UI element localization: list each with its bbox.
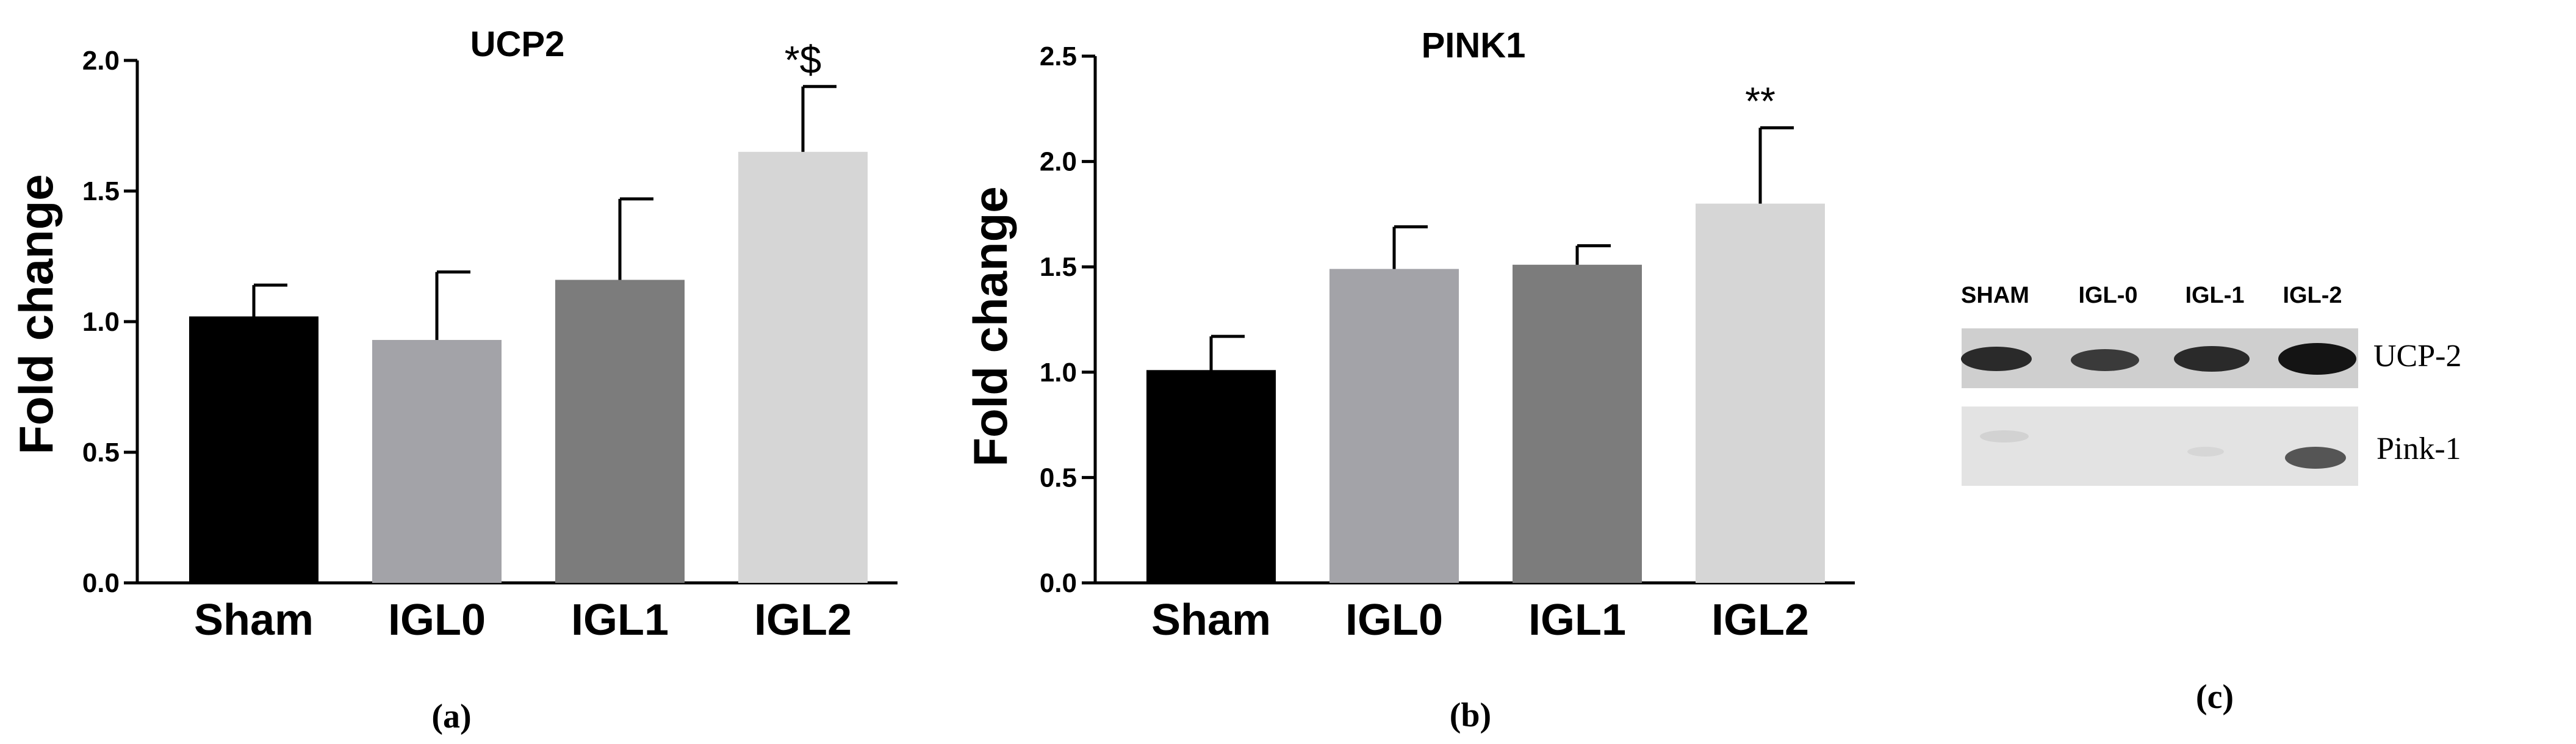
bar-igl0 bbox=[372, 339, 502, 583]
lane-label: IGL-2 bbox=[2283, 283, 2342, 308]
y-tick-label: 1.5 bbox=[1040, 252, 1077, 282]
ucp2-band-igl0 bbox=[2071, 349, 2139, 371]
chart-pink1: PINK1 Fold change (b) 0.0 0.5 1.0 1.5 2.0 2.5… bbox=[963, 26, 1855, 734]
significance-marker: ** bbox=[1745, 79, 1775, 123]
y-tick-label: 1.0 bbox=[82, 307, 120, 337]
y-tick-label: 2.0 bbox=[82, 46, 120, 76]
y-tick-label: 0.0 bbox=[1040, 568, 1077, 598]
lane-label: SHAM bbox=[1961, 283, 2029, 308]
chart-title: UCP2 bbox=[470, 24, 565, 64]
y-tick-label: 1.0 bbox=[1040, 358, 1077, 388]
bar-sham bbox=[189, 316, 318, 583]
pink1-membrane bbox=[1962, 406, 2358, 486]
x-tick-label: IGL0 bbox=[388, 596, 486, 645]
x-tick-label: Sham bbox=[194, 596, 314, 645]
x-tick-label: IGL0 bbox=[1345, 596, 1443, 645]
panel-label: (b) bbox=[1450, 696, 1491, 734]
y-axis-label: Fold change bbox=[9, 174, 63, 454]
western-blot: SHAM IGL-0 IGL-1 IGL-2 UCP-2 Pink-1 (c) bbox=[1961, 283, 2461, 716]
y-tick-label: 1.5 bbox=[82, 176, 120, 206]
y-tick-label: 0.5 bbox=[82, 438, 120, 468]
bar-igl0 bbox=[1329, 269, 1459, 583]
bar-igl2 bbox=[738, 151, 868, 583]
x-tick-label: Sham bbox=[1151, 596, 1271, 645]
x-tick-label: IGL1 bbox=[1528, 596, 1626, 645]
panel-label: (a) bbox=[431, 698, 471, 735]
pink1-band-igl2 bbox=[2285, 447, 2346, 469]
y-tick-label: 0.0 bbox=[82, 568, 120, 598]
x-tick-label: IGL2 bbox=[754, 596, 852, 645]
panel-label: (c) bbox=[2196, 678, 2234, 716]
protein-label: Pink-1 bbox=[2376, 432, 2461, 466]
y-tick-label: 2.5 bbox=[1040, 42, 1077, 71]
bar-igl1 bbox=[555, 280, 685, 583]
bar-igl1 bbox=[1513, 264, 1642, 583]
y-tick-label: 0.5 bbox=[1040, 463, 1077, 493]
chart-ucp2: UCP2 Fold change (a) 0.0 0.5 1.0 1.5 2.0 Sham… bbox=[9, 24, 898, 735]
chart-title: PINK1 bbox=[1422, 26, 1526, 65]
y-axis-label: Fold change bbox=[963, 186, 1017, 466]
ucp2-band-sham bbox=[1961, 347, 2032, 371]
pink1-band-sham bbox=[1980, 430, 2029, 442]
significance-marker: *$ bbox=[785, 38, 822, 82]
x-tick-label: IGL2 bbox=[1711, 596, 1809, 645]
ucp2-band-igl2 bbox=[2278, 343, 2356, 375]
bar-sham bbox=[1146, 370, 1276, 583]
lane-label: IGL-1 bbox=[2185, 283, 2244, 308]
y-tick-label: 2.0 bbox=[1040, 147, 1077, 177]
ucp2-band-igl1 bbox=[2174, 346, 2250, 372]
lane-label: IGL-0 bbox=[2078, 283, 2137, 308]
pink1-band-igl1 bbox=[2187, 447, 2224, 457]
bar-igl2 bbox=[1696, 203, 1825, 583]
x-tick-label: IGL1 bbox=[571, 596, 669, 645]
protein-label: UCP-2 bbox=[2373, 339, 2461, 374]
